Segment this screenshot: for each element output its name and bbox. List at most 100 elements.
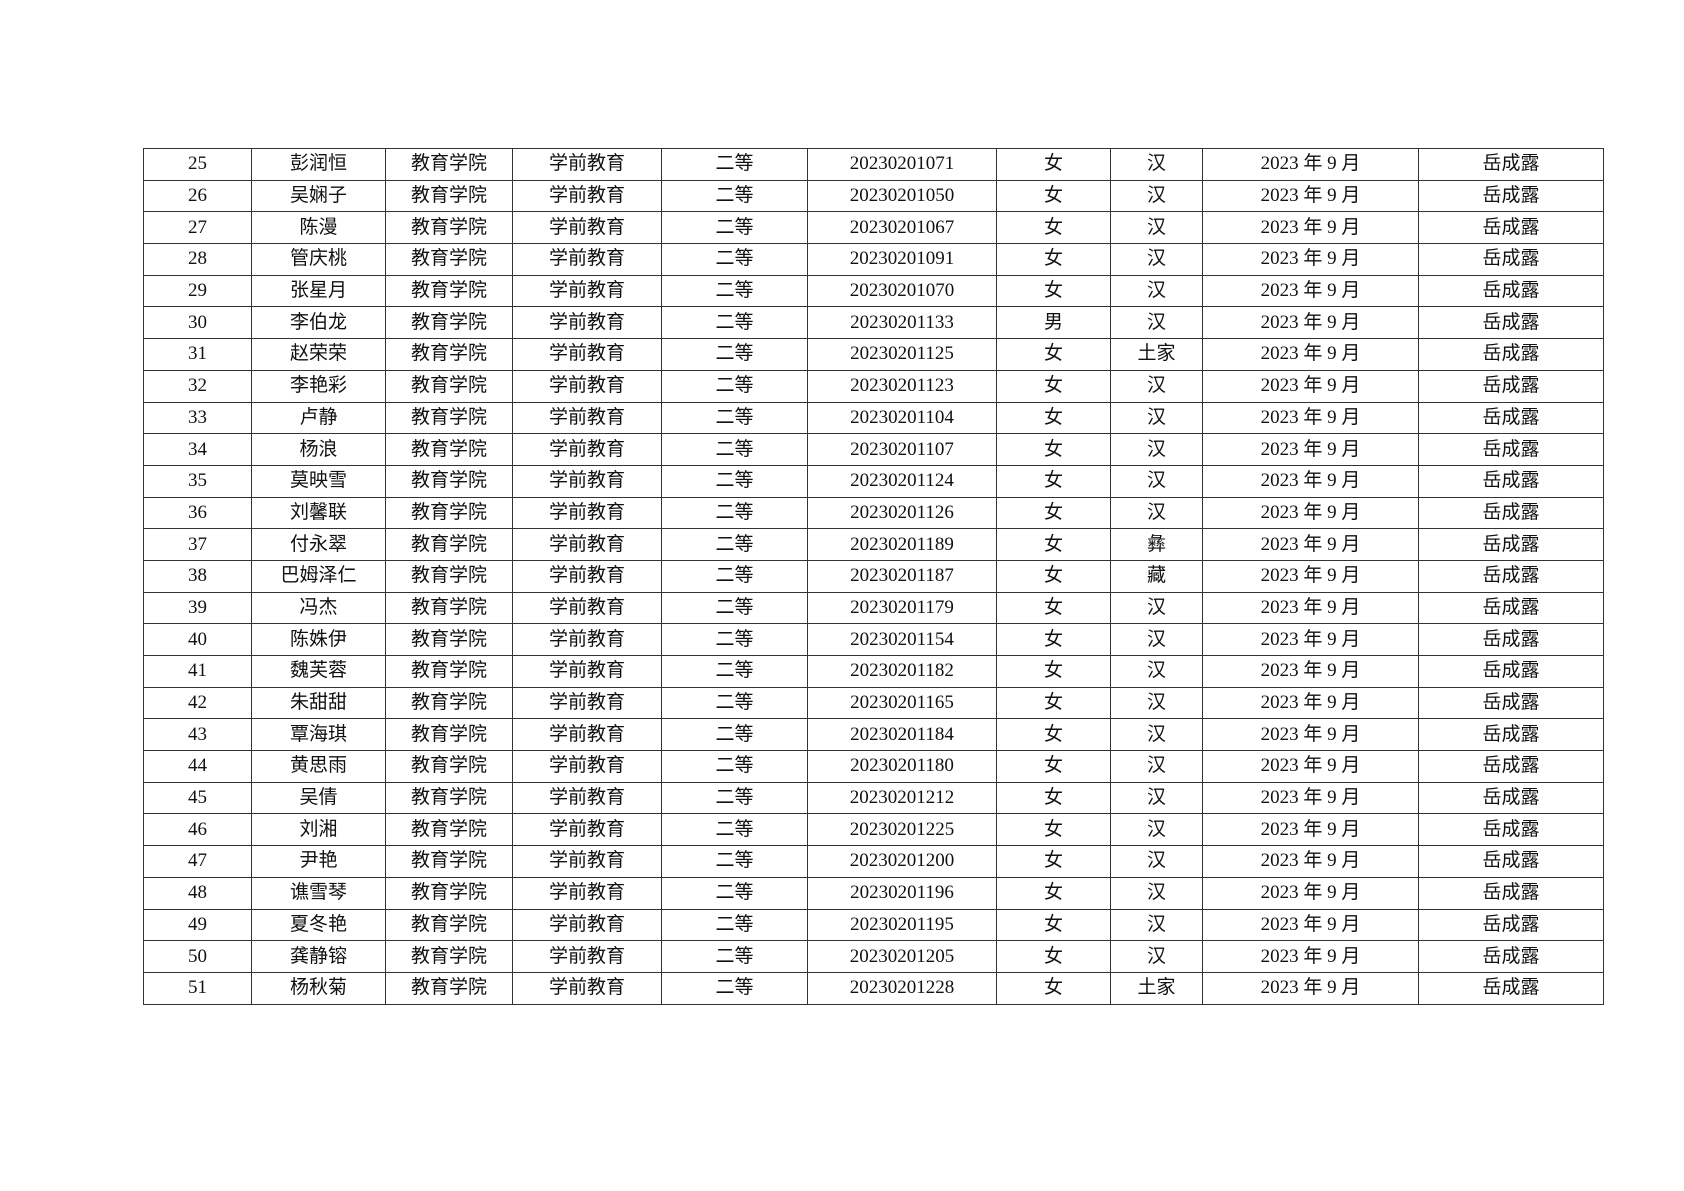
table-row: 32 李艳彩 教育学院 学前教育 二等 20230201123 女汉 2023 年 9 月岳成…	[143, 369, 1604, 403]
cell-name: 彭润恒	[251, 148, 386, 181]
cell-grade-level: 二等	[661, 655, 808, 688]
cell-student-id: 20230201187	[807, 559, 997, 593]
cell-grade-level: 二等	[661, 845, 808, 878]
cell-row-number: 45	[143, 781, 252, 815]
cell-recorder: 岳成露	[1418, 813, 1604, 847]
cell-name: 陈漫	[251, 211, 386, 245]
cell-major: 学前教育	[512, 243, 662, 276]
table-row: 44 黄思雨 教育学院 学前教育 二等 20230201180 女汉 2023 年 9 月岳成…	[143, 750, 1604, 783]
cell-major: 学前教育	[512, 908, 662, 942]
table-row: 51 杨秋菊 教育学院 学前教育 二等 20230201228 女土家 2023 年 9 月岳…	[143, 971, 1604, 1005]
cell-student-id: 20230201071	[807, 148, 997, 181]
cell-date: 2023 年 9 月	[1202, 401, 1419, 435]
cell-grade-level: 二等	[661, 243, 808, 276]
cell-recorder: 岳成露	[1418, 781, 1604, 815]
cell-student-id: 20230201179	[807, 591, 997, 625]
cell-college: 教育学院	[385, 655, 513, 688]
cell-recorder: 岳成露	[1418, 845, 1604, 878]
cell-recorder: 岳成露	[1418, 686, 1604, 720]
cell-ethnicity: 汉	[1110, 686, 1203, 720]
cell-gender: 女	[996, 845, 1111, 878]
cell-grade-level: 二等	[661, 433, 808, 466]
cell-name: 杨秋菊	[251, 971, 386, 1005]
cell-ethnicity: 汉	[1110, 718, 1203, 752]
cell-college: 教育学院	[385, 338, 513, 371]
cell-row-number: 51	[143, 971, 252, 1005]
cell-gender: 女	[996, 369, 1111, 403]
cell-grade-level: 二等	[661, 559, 808, 593]
table-row: 37 付永翠 教育学院 学前教育 二等 20230201189 女彝 2023 年 9 月岳成…	[143, 528, 1604, 561]
table-row: 33 卢静 教育学院 学前教育 二等 20230201104 女汉 2023 年 9 月岳成露	[143, 401, 1604, 435]
cell-row-number: 35	[143, 464, 252, 498]
cell-ethnicity: 汉	[1110, 464, 1203, 498]
cell-student-id: 20230201107	[807, 433, 997, 466]
cell-date: 2023 年 9 月	[1202, 781, 1419, 815]
cell-student-id: 20230201165	[807, 686, 997, 720]
cell-date: 2023 年 9 月	[1202, 528, 1419, 561]
cell-student-id: 20230201091	[807, 243, 997, 276]
cell-row-number: 50	[143, 940, 252, 973]
cell-college: 教育学院	[385, 813, 513, 847]
cell-student-id: 20230201070	[807, 274, 997, 308]
cell-row-number: 27	[143, 211, 252, 245]
cell-college: 教育学院	[385, 876, 513, 910]
cell-row-number: 44	[143, 750, 252, 783]
table-row: 48 谯雪琴 教育学院 学前教育 二等 20230201196 女汉 2023 年 9 月岳成…	[143, 876, 1604, 910]
cell-ethnicity: 彝	[1110, 528, 1203, 561]
cell-row-number: 42	[143, 686, 252, 720]
table-row: 36 刘馨联 教育学院 学前教育 二等 20230201126 女汉 2023 年 9 月岳成…	[143, 496, 1604, 530]
cell-gender: 女	[996, 908, 1111, 942]
cell-row-number: 40	[143, 623, 252, 656]
table-row: 42 朱甜甜 教育学院 学前教育 二等 20230201165 女汉 2023 年 9 月岳成…	[143, 686, 1604, 720]
cell-college: 教育学院	[385, 718, 513, 752]
cell-grade-level: 二等	[661, 623, 808, 656]
cell-row-number: 39	[143, 591, 252, 625]
cell-major: 学前教育	[512, 369, 662, 403]
cell-college: 教育学院	[385, 211, 513, 245]
cell-gender: 女	[996, 686, 1111, 720]
cell-major: 学前教育	[512, 718, 662, 752]
cell-date: 2023 年 9 月	[1202, 718, 1419, 752]
cell-ethnicity: 汉	[1110, 211, 1203, 245]
cell-name: 朱甜甜	[251, 686, 386, 720]
cell-college: 教育学院	[385, 623, 513, 656]
cell-name: 尹艳	[251, 845, 386, 878]
cell-gender: 女	[996, 940, 1111, 973]
cell-gender: 女	[996, 243, 1111, 276]
cell-ethnicity: 汉	[1110, 179, 1203, 213]
cell-college: 教育学院	[385, 433, 513, 466]
cell-gender: 女	[996, 559, 1111, 593]
cell-date: 2023 年 9 月	[1202, 908, 1419, 942]
cell-gender: 女	[996, 433, 1111, 466]
cell-row-number: 31	[143, 338, 252, 371]
cell-name: 张星月	[251, 274, 386, 308]
cell-recorder: 岳成露	[1418, 971, 1604, 1005]
cell-ethnicity: 汉	[1110, 655, 1203, 688]
cell-name: 赵荣荣	[251, 338, 386, 371]
cell-name: 夏冬艳	[251, 908, 386, 942]
cell-college: 教育学院	[385, 401, 513, 435]
cell-grade-level: 二等	[661, 750, 808, 783]
cell-recorder: 岳成露	[1418, 496, 1604, 530]
cell-college: 教育学院	[385, 274, 513, 308]
cell-major: 学前教育	[512, 528, 662, 561]
cell-major: 学前教育	[512, 559, 662, 593]
cell-student-id: 20230201225	[807, 813, 997, 847]
cell-gender: 女	[996, 401, 1111, 435]
cell-date: 2023 年 9 月	[1202, 243, 1419, 276]
cell-ethnicity: 汉	[1110, 401, 1203, 435]
cell-grade-level: 二等	[661, 781, 808, 815]
cell-name: 冯杰	[251, 591, 386, 625]
cell-major: 学前教育	[512, 971, 662, 1005]
cell-student-id: 20230201180	[807, 750, 997, 783]
cell-recorder: 岳成露	[1418, 750, 1604, 783]
cell-grade-level: 二等	[661, 813, 808, 847]
cell-date: 2023 年 9 月	[1202, 338, 1419, 371]
cell-row-number: 47	[143, 845, 252, 878]
cell-recorder: 岳成露	[1418, 655, 1604, 688]
cell-major: 学前教育	[512, 274, 662, 308]
cell-name: 莫映雪	[251, 464, 386, 498]
cell-major: 学前教育	[512, 940, 662, 973]
table-row: 35 莫映雪 教育学院 学前教育 二等 20230201124 女汉 2023 年 9 月岳成…	[143, 464, 1604, 498]
cell-ethnicity: 汉	[1110, 876, 1203, 910]
